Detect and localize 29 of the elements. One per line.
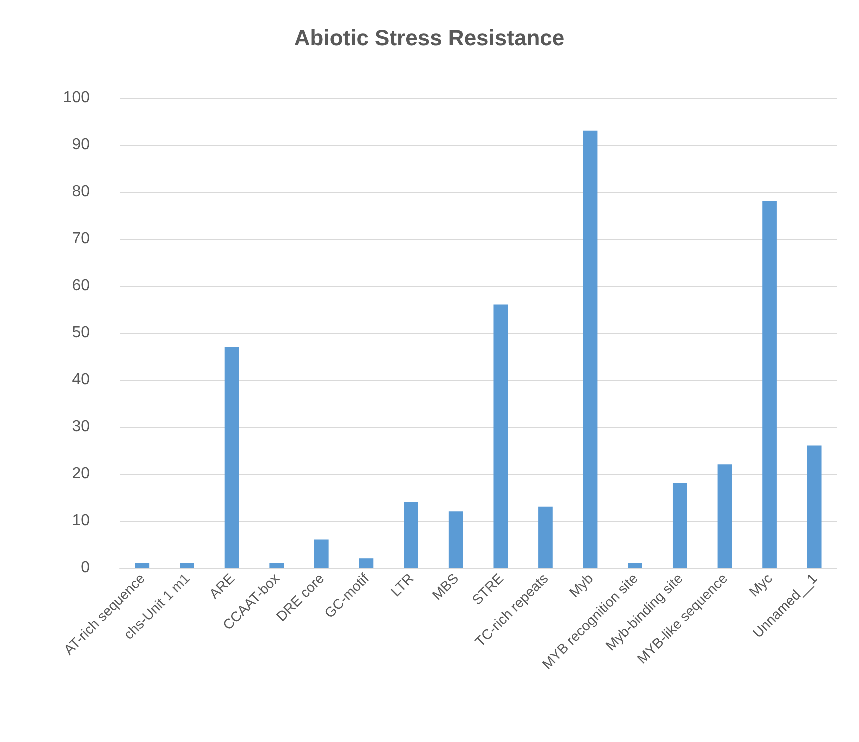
bar xyxy=(314,540,329,568)
bar xyxy=(359,558,374,568)
bar xyxy=(762,201,777,568)
bar xyxy=(628,563,643,568)
y-tick-label: 90 xyxy=(72,136,90,154)
y-tick-label: 30 xyxy=(72,418,90,436)
y-tick-label: 10 xyxy=(72,512,90,530)
bar xyxy=(538,506,553,568)
bar xyxy=(672,483,688,568)
y-tick-label: 20 xyxy=(72,466,90,482)
y-tick-label: 50 xyxy=(72,324,90,342)
bar xyxy=(583,130,598,568)
chart-title: Abiotic Stress Resistance xyxy=(294,26,565,50)
bar xyxy=(807,446,822,568)
y-tick-label: 40 xyxy=(72,372,90,388)
y-tick-label: 60 xyxy=(72,278,90,294)
bar xyxy=(224,347,240,568)
bar xyxy=(494,304,508,568)
bar xyxy=(270,563,284,568)
y-tick-label: 70 xyxy=(72,230,90,248)
bar xyxy=(718,464,732,568)
y-tick-label: 100 xyxy=(63,90,90,106)
bar xyxy=(448,512,464,568)
y-tick-label: 0 xyxy=(81,560,90,576)
bar xyxy=(135,563,150,568)
bar xyxy=(404,502,418,568)
x-tick-label: LTR xyxy=(388,570,417,600)
bar xyxy=(180,563,194,568)
y-tick-label: 80 xyxy=(72,184,90,200)
